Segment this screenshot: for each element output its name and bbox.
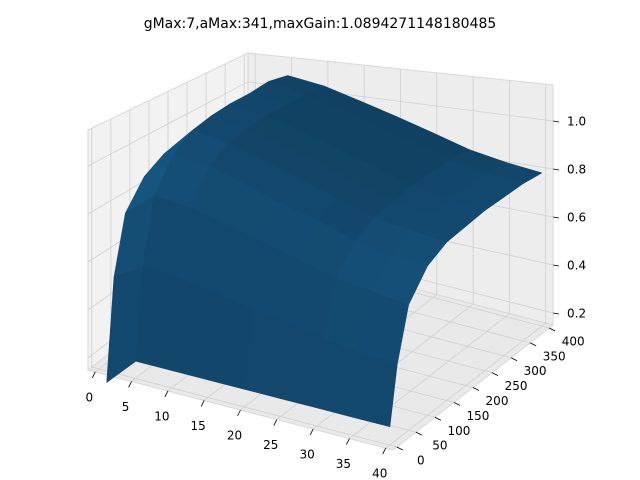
y-tick-label: 0	[417, 454, 425, 468]
x-tick-label: 10	[154, 409, 169, 423]
tick-mark	[552, 168, 560, 171]
z-tick-label: 0.6	[567, 211, 586, 225]
x-tick-label: 15	[191, 419, 206, 433]
tick-mark	[552, 216, 560, 219]
tick-mark	[415, 431, 423, 436]
y-tick-label: 250	[505, 379, 528, 393]
tick-mark	[552, 312, 560, 315]
y-tick-label: 300	[524, 364, 547, 378]
y-tick-label: 200	[486, 394, 509, 408]
chart-title: gMax:7,aMax:341,maxGain:1.08942711481804…	[144, 16, 497, 32]
x-tick-label: 0	[85, 390, 93, 404]
tick-mark	[529, 342, 537, 347]
x-tick-label: 35	[336, 457, 351, 471]
tick-mark	[510, 357, 518, 362]
tick-mark	[549, 327, 556, 332]
z-tick-label: 0.2	[567, 307, 586, 321]
surface	[106, 75, 543, 428]
surface-face	[208, 293, 253, 390]
y-tick-label: 350	[543, 349, 566, 363]
tick-mark	[200, 400, 205, 407]
tick-mark	[472, 387, 480, 391]
surface-face	[353, 352, 398, 428]
grid-line	[87, 81, 249, 167]
y-tick-label: 150	[466, 409, 489, 423]
tick-mark	[434, 416, 442, 421]
tick-mark	[273, 419, 278, 426]
surface-face	[244, 309, 289, 400]
tick-mark	[91, 371, 96, 379]
tick-mark	[346, 438, 350, 445]
x-tick-label: 25	[263, 438, 278, 452]
y-tick-label: 50	[432, 439, 447, 453]
surface-face	[171, 277, 216, 381]
tick-mark	[382, 447, 387, 455]
y-tick-label: 400	[562, 334, 585, 348]
x-tick-label: 40	[372, 467, 387, 480]
y-tick-label: 100	[447, 424, 470, 438]
tick-mark	[396, 446, 403, 451]
tick-mark	[164, 390, 169, 398]
tick-mark	[309, 428, 314, 436]
tick-mark	[552, 264, 560, 267]
z-tick-label: 0.4	[567, 259, 586, 273]
x-tick-label: 20	[227, 429, 242, 443]
z-tick-label: 0.8	[567, 163, 586, 177]
tick-mark	[128, 381, 132, 388]
surface-face	[135, 266, 180, 371]
tick-mark	[491, 372, 499, 376]
tick-mark	[552, 120, 560, 123]
surface-face	[316, 339, 362, 418]
x-tick-label: 30	[299, 448, 314, 462]
x-tick-label: 5	[122, 400, 130, 414]
z-tick-label: 1.0	[567, 115, 586, 129]
grid-line	[91, 366, 397, 448]
tick-mark	[453, 402, 461, 406]
tick-mark	[237, 409, 241, 417]
